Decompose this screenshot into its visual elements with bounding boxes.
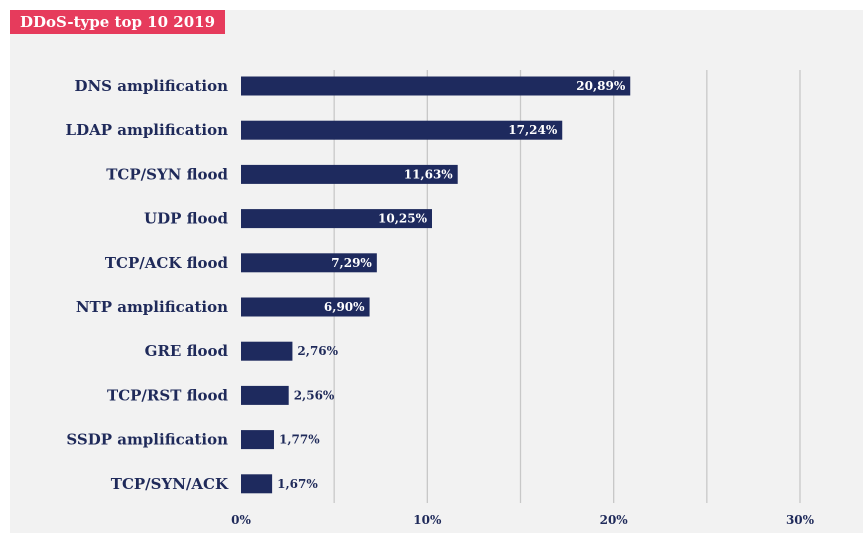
data-label: 2,76% xyxy=(297,344,338,358)
bar xyxy=(241,164,458,184)
category-label: SSDP amplification xyxy=(66,431,228,449)
data-label: 10,25% xyxy=(378,212,428,226)
data-label: 2,56% xyxy=(294,388,335,402)
data-label: 1,77% xyxy=(279,433,320,447)
category-label: UDP flood xyxy=(144,210,229,228)
x-tick-label: 0% xyxy=(231,513,251,527)
bar xyxy=(241,209,432,229)
category-label: TCP/SYN/ACK xyxy=(111,475,229,493)
category-label: LDAP amplification xyxy=(66,121,229,139)
data-label: 20,89% xyxy=(576,79,626,93)
x-tick-label: 30% xyxy=(786,513,815,527)
data-label: 17,24% xyxy=(508,123,558,137)
category-label: NTP amplification xyxy=(76,298,228,316)
x-tick-label: 20% xyxy=(600,513,629,527)
bar xyxy=(241,430,274,450)
chart-title: DDoS-type top 10 2019 xyxy=(10,10,226,34)
category-label: GRE flood xyxy=(145,342,229,360)
category-label: TCP/ACK flood xyxy=(105,254,229,272)
bar xyxy=(241,385,289,405)
bar xyxy=(241,297,370,317)
category-label: DNS amplification xyxy=(74,77,228,95)
data-label: 1,67% xyxy=(277,477,318,491)
data-label: 7,29% xyxy=(331,256,372,270)
x-tick-label: 10% xyxy=(413,513,442,527)
bar xyxy=(241,253,377,273)
chart-panel xyxy=(10,10,863,533)
bar xyxy=(241,474,273,494)
data-label: 6,90% xyxy=(324,300,365,314)
category-label: TCP/RST flood xyxy=(107,386,228,404)
category-label: TCP/SYN flood xyxy=(106,165,228,183)
bar xyxy=(241,76,631,96)
bar xyxy=(241,341,293,361)
data-label: 11,63% xyxy=(404,167,454,181)
bar xyxy=(241,120,563,140)
